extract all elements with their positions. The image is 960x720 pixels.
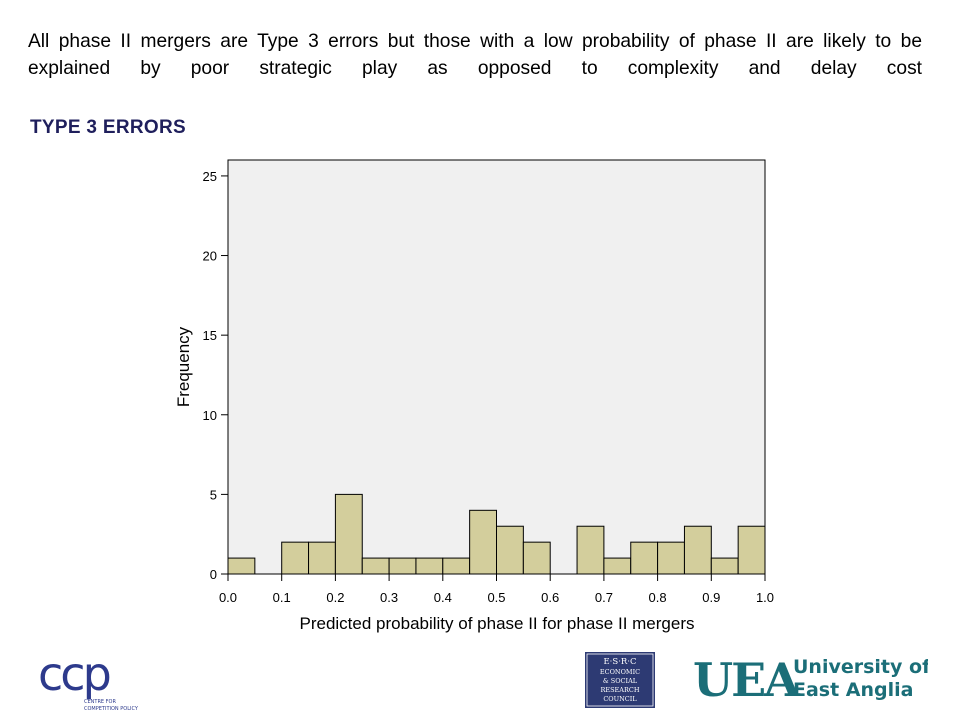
x-tick-label-3: 0.3 xyxy=(380,590,398,605)
histogram-bar-6 xyxy=(388,557,417,575)
x-axis-label: Predicted probability of phase II for ph… xyxy=(300,614,695,633)
histogram-bar-13 xyxy=(576,525,605,575)
y-axis-label: Frequency xyxy=(174,326,193,407)
histogram-bar-7 xyxy=(415,557,444,575)
uea-logo: UEA University of East Anglia xyxy=(693,653,928,702)
section-title: TYPE 3 ERRORS xyxy=(30,117,186,138)
svg-text:ECONOMIC: ECONOMIC xyxy=(600,668,640,676)
histogram-bar-15 xyxy=(630,541,659,575)
x-tick-label-8: 0.8 xyxy=(649,590,667,605)
y-tick-label-0: 0 xyxy=(210,567,217,582)
y-tick-label-2: 10 xyxy=(203,408,217,423)
histogram-bar-8 xyxy=(442,557,471,575)
y-tick-label-1: 5 xyxy=(210,487,217,502)
svg-text:UEA: UEA xyxy=(693,653,801,702)
svg-text:East Anglia: East Anglia xyxy=(793,679,914,701)
x-tick-label-9: 0.9 xyxy=(702,590,720,605)
y-tick-label-3: 15 xyxy=(203,328,217,343)
x-tick-label-0: 0.0 xyxy=(219,590,237,605)
x-tick-label-6: 0.6 xyxy=(541,590,559,605)
esrc-logo: E·S·R·C ECONOMIC & SOCIAL RESEARCH COUNC… xyxy=(585,652,655,708)
histogram-bar-18 xyxy=(710,557,739,575)
x-tick-label-4: 0.4 xyxy=(434,590,452,605)
svg-text:& SOCIAL: & SOCIAL xyxy=(603,677,638,685)
x-tick-label-5: 0.5 xyxy=(487,590,505,605)
histogram-bar-4 xyxy=(334,493,363,575)
histogram-bar-2 xyxy=(281,541,310,575)
histogram-bar-10 xyxy=(496,525,524,575)
y-tick-label-5: 25 xyxy=(203,169,217,184)
histogram-bar-11 xyxy=(522,541,551,575)
x-tick-label-2: 0.2 xyxy=(326,590,344,605)
histogram-bar-14 xyxy=(603,557,632,575)
x-tick-label-7: 0.7 xyxy=(595,590,613,605)
svg-text:ccp: ccp xyxy=(38,650,110,701)
y-tick-label-4: 20 xyxy=(203,249,217,264)
plot-area xyxy=(227,159,766,575)
svg-text:E·S·R·C: E·S·R·C xyxy=(603,657,636,667)
svg-text:COMPETITION POLICY: COMPETITION POLICY xyxy=(84,706,139,712)
histogram-bar-0 xyxy=(227,557,256,575)
slide-headline: All phase II mergers are Type 3 errors b… xyxy=(28,31,922,79)
histogram-bar-19 xyxy=(737,525,766,575)
x-tick-label-1: 0.1 xyxy=(273,590,291,605)
histogram-bar-5 xyxy=(361,557,390,575)
x-tick-label-10: 1.0 xyxy=(756,590,774,605)
svg-text:University of: University of xyxy=(793,656,928,678)
histogram-bar-16 xyxy=(657,541,685,575)
svg-text:COUNCIL: COUNCIL xyxy=(603,695,637,703)
ccp-logo: ccp CENTRE FOR COMPETITION POLICY xyxy=(38,650,139,712)
histogram-bar-3 xyxy=(308,541,336,575)
histogram-bar-17 xyxy=(683,525,712,575)
svg-text:CENTRE FOR: CENTRE FOR xyxy=(84,699,116,705)
svg-text:RESEARCH: RESEARCH xyxy=(600,686,639,694)
histogram-bar-9 xyxy=(469,509,497,575)
